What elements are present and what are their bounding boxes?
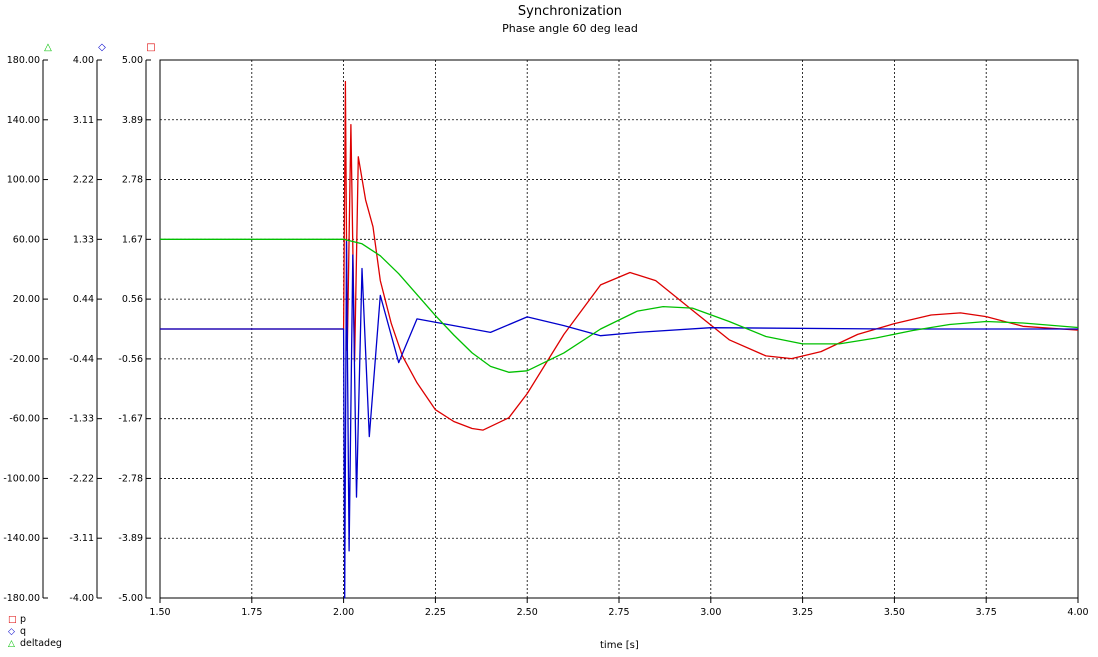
x-tick-label: 3.25 <box>792 607 813 618</box>
y-tick-label: 1.67 <box>122 234 143 245</box>
x-tick-label: 2.00 <box>333 607 354 618</box>
y-tick-label: 4.00 <box>73 55 94 66</box>
series-line-q <box>160 240 1078 599</box>
x-tick-label: 2.25 <box>425 607 446 618</box>
y-tick-label: -60.00 <box>9 414 40 425</box>
x-tick-label: 2.50 <box>517 607 538 618</box>
axis-marker-icon: △ <box>44 42 52 53</box>
y-tick-label: -2.78 <box>118 473 143 484</box>
y-tick-label: 0.56 <box>122 294 143 305</box>
x-tick-label: 3.00 <box>700 607 721 618</box>
y-tick-label: -0.44 <box>69 354 94 365</box>
axis-marker-icon: ◇ <box>98 42 106 53</box>
legend-label-p: p <box>20 614 27 625</box>
y-tick-label: -3.11 <box>69 533 94 544</box>
square-marker-icon: □ <box>8 615 17 625</box>
x-tick-label: 1.75 <box>241 607 262 618</box>
y-tick-label: -3.89 <box>118 533 143 544</box>
legend-label-deltadeg: deltadeg <box>20 638 62 649</box>
y-tick-label: -1.67 <box>118 414 143 425</box>
x-tick-label: 4.00 <box>1067 607 1088 618</box>
y-tick-label: -20.00 <box>9 354 40 365</box>
y-tick-label: 100.00 <box>7 175 40 186</box>
series-line-p <box>160 80 1079 431</box>
y-tick-label: 180.00 <box>7 55 40 66</box>
y-tick-label: 3.89 <box>122 115 143 126</box>
legend-item-q: ◇ q <box>8 626 26 638</box>
y-tick-label: 1.33 <box>73 234 94 245</box>
y-tick-label: 2.22 <box>73 175 94 186</box>
y-tick-label: 20.00 <box>13 294 40 305</box>
diamond-marker-icon: ◇ <box>8 627 15 637</box>
x-tick-label: 3.75 <box>976 607 997 618</box>
y-tick-label: -1.33 <box>69 414 94 425</box>
x-tick-label: 2.75 <box>608 607 629 618</box>
y-tick-label: -0.56 <box>118 354 143 365</box>
y-tick-label: -5.00 <box>118 593 143 604</box>
y-tick-label: -180.00 <box>3 593 40 604</box>
legend-item-p: □ p <box>8 614 26 626</box>
y-tick-label: -4.00 <box>69 593 94 604</box>
y-tick-label: 3.11 <box>73 115 94 126</box>
y-tick-label: 60.00 <box>13 234 40 245</box>
y-tick-label: -100.00 <box>3 473 40 484</box>
axis-marker-icon: □ <box>146 42 155 53</box>
y-tick-label: -140.00 <box>3 533 40 544</box>
y-tick-label: 5.00 <box>122 55 143 66</box>
y-tick-label: -2.22 <box>69 473 94 484</box>
x-axis-label: time [s] <box>600 640 639 651</box>
triangle-marker-icon: △ <box>8 639 15 649</box>
chart-subtitle: Phase angle 60 deg lead <box>502 22 638 35</box>
y-tick-label: 0.44 <box>73 294 94 305</box>
legend-label-q: q <box>20 626 27 637</box>
x-tick-label: 3.50 <box>884 607 905 618</box>
y-tick-label: 2.78 <box>122 175 143 186</box>
legend-item-deltadeg: △ deltadeg <box>8 638 62 650</box>
chart-title: Synchronization <box>517 4 623 19</box>
x-tick-label: 1.50 <box>149 607 170 618</box>
y-tick-label: 140.00 <box>7 115 40 126</box>
series-line-deltadeg <box>160 238 1079 373</box>
